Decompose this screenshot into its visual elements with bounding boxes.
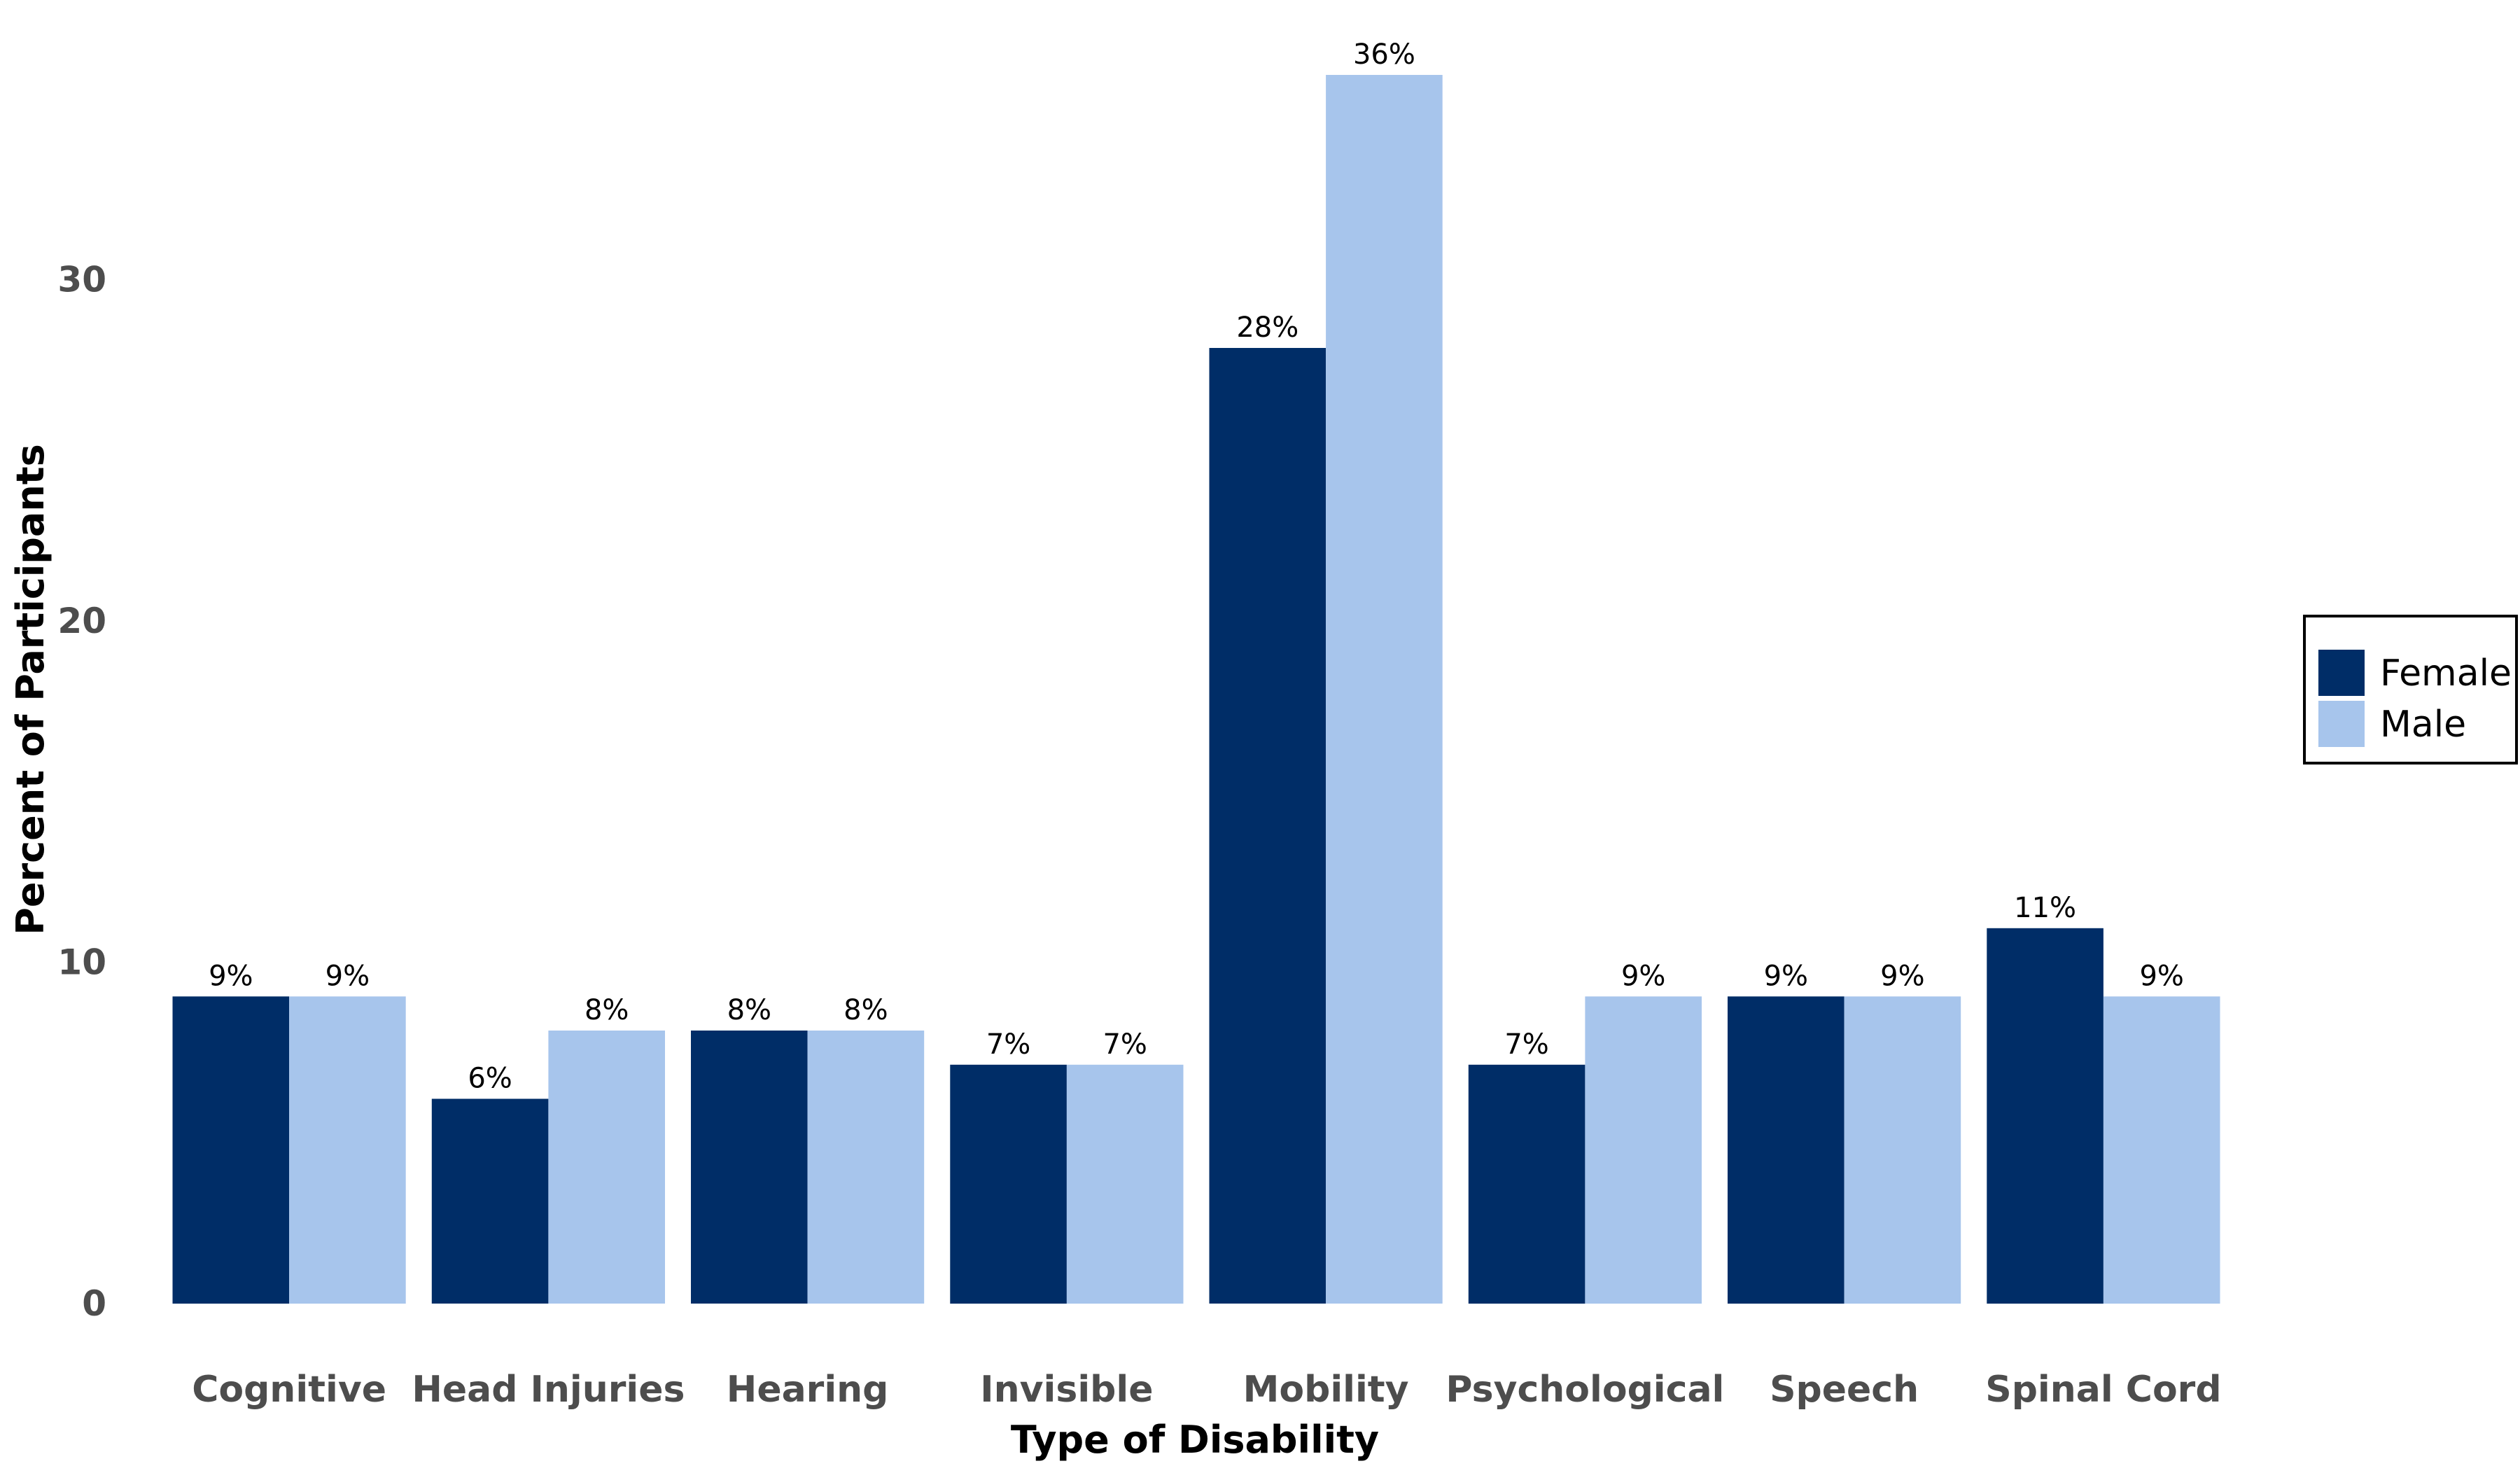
y-axis-ticks: 0 10 20 30 — [57, 260, 106, 1325]
bar-male-cognitive — [289, 996, 406, 1304]
legend-swatch-male — [2318, 701, 2365, 747]
data-label: 8% — [584, 994, 629, 1026]
legend-swatch-female — [2318, 650, 2365, 696]
data-label: 9% — [1880, 960, 1924, 992]
y-tick-label: 0 — [82, 1283, 106, 1324]
x-tick-label: Invisible — [980, 1369, 1153, 1411]
data-label: 28% — [1236, 312, 1298, 344]
y-tick-label: 30 — [57, 260, 106, 300]
bar-female-cognitive — [172, 996, 290, 1304]
data-label: 11% — [2014, 892, 2076, 924]
bar-male-mobility — [1326, 75, 1443, 1304]
x-tick-label: Hearing — [727, 1369, 889, 1411]
data-label: 8% — [844, 994, 888, 1026]
bar-female-mobility — [1209, 348, 1326, 1304]
x-tick-label: Mobility — [1243, 1369, 1409, 1411]
bar-female-hearing — [691, 1031, 808, 1304]
bar-male-spinal-cord — [2103, 996, 2220, 1304]
y-axis-title: Percent of Participants — [8, 444, 52, 935]
data-labels: 9% 9% 6% 8% 8% 8% 7% 7% 28% 36% 7% 9% 9% 9% 11% 9% — [209, 39, 2184, 1095]
data-label: 36% — [1353, 39, 1415, 71]
bar-male-hearing — [807, 1031, 925, 1304]
x-tick-label: Psychological — [1446, 1369, 1724, 1411]
data-label: 9% — [2139, 960, 2183, 992]
bar-male-invisible — [1066, 1064, 1184, 1304]
bar-female-head-injuries — [431, 1098, 549, 1304]
x-axis-title: Type of Disability — [1011, 1418, 1379, 1462]
x-tick-label: Cognitive — [192, 1369, 386, 1411]
x-tick-label: Spinal Cord — [1985, 1369, 2221, 1411]
data-label: 7% — [986, 1028, 1030, 1061]
bars — [172, 75, 2220, 1304]
bar-male-speech — [1844, 996, 1961, 1304]
data-label: 7% — [1504, 1028, 1548, 1061]
data-label: 9% — [1764, 960, 1808, 992]
x-tick-label: Speech — [1770, 1369, 1919, 1411]
data-label: 9% — [326, 960, 370, 992]
x-tick-label: Head Injuries — [412, 1369, 685, 1411]
bar-female-invisible — [950, 1064, 1067, 1304]
data-label: 7% — [1102, 1028, 1147, 1061]
data-label: 9% — [1621, 960, 1665, 992]
y-tick-label: 20 — [57, 601, 106, 641]
data-label: 6% — [468, 1063, 512, 1095]
bar-female-psychological — [1468, 1064, 1586, 1304]
bar-male-psychological — [1585, 996, 1702, 1304]
bar-male-head-injuries — [548, 1031, 665, 1304]
y-tick-label: 10 — [57, 942, 106, 983]
bar-female-spinal-cord — [1987, 928, 2104, 1304]
legend: Female Male — [2303, 615, 2518, 765]
x-axis-ticks: Cognitive Head Injuries Hearing Invisible Mo… — [192, 1369, 2221, 1411]
data-label: 8% — [727, 994, 771, 1026]
data-label: 9% — [209, 960, 253, 992]
bar-female-speech — [1728, 996, 1844, 1304]
legend-label-female: Female — [2380, 652, 2512, 694]
legend-label-male: Male — [2380, 704, 2466, 746]
